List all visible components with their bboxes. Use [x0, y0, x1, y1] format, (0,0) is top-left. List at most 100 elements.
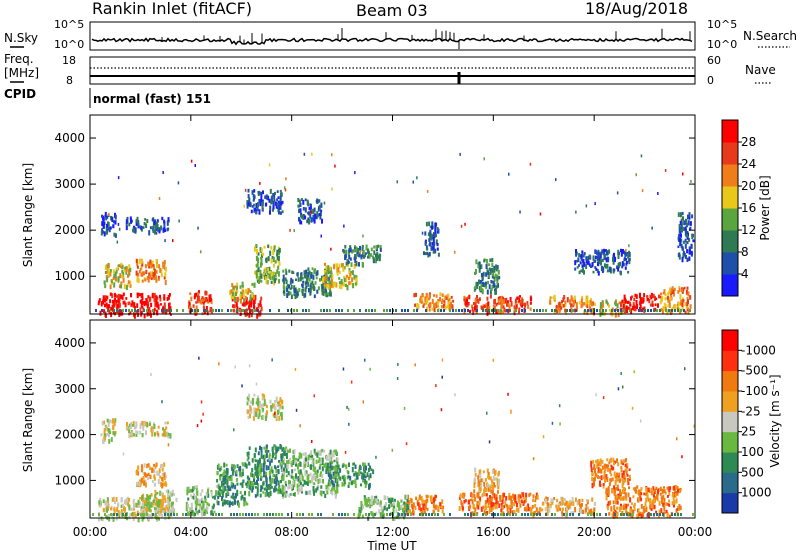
power-echo-cell — [608, 309, 611, 312]
velocity-echo-cell — [375, 498, 378, 503]
velocity-echo-cell — [207, 493, 210, 498]
velocity-echo-cell — [338, 475, 340, 480]
velocity-echo-cell — [546, 511, 549, 516]
velocity-echo-cell — [269, 486, 272, 490]
velocity-echo-cell — [590, 461, 593, 464]
power-echo-cell — [140, 293, 142, 297]
power-echo-cell — [434, 230, 437, 235]
power-echo-cell — [563, 295, 566, 300]
power-echo-cell — [521, 305, 523, 308]
velocity-echo-cell — [321, 474, 324, 479]
power-echo-cell — [416, 303, 419, 309]
power-echo-cell — [144, 264, 147, 269]
power-echo-cell — [514, 301, 517, 305]
power-echo-cell — [274, 191, 276, 195]
vel-cbar-swatch — [722, 350, 738, 372]
power-ground-cell — [425, 309, 427, 312]
power-echo-cell — [136, 311, 138, 315]
power-echo-cell — [294, 288, 297, 294]
power-echo-cell — [124, 302, 127, 308]
velocity-echo-cell — [606, 465, 609, 469]
power-echo-cell — [193, 295, 196, 300]
velocity-echo-cell — [616, 513, 618, 519]
power-echo-cell — [132, 229, 134, 232]
velocity-echo-cell — [477, 493, 480, 499]
power-echo-cell — [145, 269, 148, 275]
power-cbar-swatch — [722, 230, 738, 253]
power-echo-cell — [259, 247, 262, 252]
velocity-echo-cell — [634, 490, 637, 494]
power-echo-cell — [286, 284, 289, 287]
velocity-speckle — [294, 367, 297, 371]
velocity-echo-cell — [632, 495, 635, 499]
power-echo-cell — [248, 305, 250, 309]
power-echo-cell — [324, 276, 327, 282]
velocity-echo-cell — [331, 491, 334, 496]
power-echo-cell — [117, 264, 120, 268]
power-echo-cell — [99, 310, 102, 316]
power-echo-cell — [485, 272, 488, 277]
velocity-echo-cell — [259, 403, 261, 408]
power-echo-cell — [443, 301, 446, 307]
velocity-echo-cell — [403, 501, 406, 505]
power-echo-cell — [116, 267, 119, 270]
velocity-echo-cell — [142, 425, 145, 429]
velocity-echo-cell — [142, 515, 145, 520]
velocity-echo-cell — [136, 502, 139, 508]
velocity-echo-cell — [566, 501, 569, 505]
velocity-echo-cell — [264, 475, 267, 479]
power-echo-cell — [235, 291, 237, 297]
velocity-echo-cell — [281, 475, 283, 481]
velocity-echo-cell — [576, 500, 579, 506]
velocity-echo-cell — [139, 423, 142, 430]
power-echo-cell — [119, 273, 122, 279]
velocity-echo-cell — [376, 500, 379, 504]
power-echo-cell — [269, 210, 271, 215]
power-echo-cell — [490, 288, 493, 291]
power-echo-cell — [232, 285, 235, 291]
power-echo-cell — [651, 303, 654, 307]
power-echo-cell — [577, 257, 580, 263]
velocity-echo-cell — [606, 503, 609, 508]
power-echo-cell — [578, 264, 580, 267]
velocity-ground-cell — [230, 513, 232, 516]
power-echo-cell — [360, 254, 363, 260]
velocity-echo-cell — [305, 470, 308, 475]
power-echo-cell — [478, 267, 481, 273]
velocity-ground-cell — [389, 513, 391, 516]
power-echo-cell — [428, 221, 431, 227]
power-echo-cell — [115, 294, 117, 298]
velocity-ground-cell — [203, 513, 205, 516]
velocity-speckle — [346, 405, 348, 409]
power-echo-cell — [290, 294, 293, 300]
velocity-echo-cell — [143, 422, 146, 427]
power-echo-cell — [236, 289, 239, 293]
power-echo-cell — [484, 281, 487, 286]
power-ground-cell — [584, 309, 586, 312]
power-echo-cell — [292, 271, 295, 274]
power-echo-cell — [625, 307, 628, 311]
power-echo-cell — [684, 302, 687, 307]
velocity-echo-cell — [378, 509, 381, 514]
power-ground-cell — [347, 309, 349, 312]
power-echo-cell — [159, 303, 162, 306]
power-echo-cell — [338, 277, 341, 280]
velocity-echo-cell — [120, 504, 123, 509]
velocity-echo-cell — [350, 480, 353, 486]
velocity-echo-cell — [297, 458, 300, 462]
power-echo-cell — [428, 308, 431, 312]
velocity-echo-cell — [617, 488, 620, 491]
velocity-echo-cell — [372, 469, 375, 475]
velocity-echo-cell — [321, 457, 324, 463]
velocity-echo-cell — [332, 471, 335, 477]
power-echo-cell — [690, 250, 693, 256]
velocity-echo-cell — [218, 468, 221, 472]
velocity-echo-cell — [343, 483, 346, 487]
velocity-echo-cell — [367, 516, 370, 521]
velocity-echo-cell — [326, 456, 328, 461]
velocity-echo-cell — [593, 465, 596, 470]
power-echo-cell — [677, 253, 680, 258]
velocity-echo-cell — [539, 507, 542, 512]
velocity-echo-cell — [271, 451, 274, 456]
